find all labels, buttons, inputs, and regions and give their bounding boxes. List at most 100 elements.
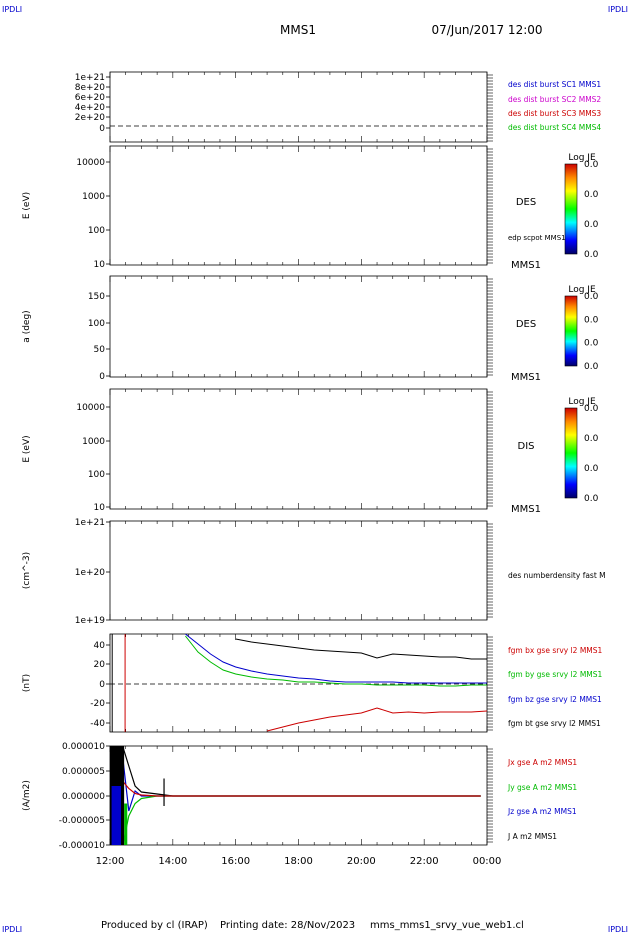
y-tick-label: 4e+20 (75, 103, 106, 113)
y-tick-label: -0.000005 (59, 816, 105, 826)
legend-entry: des numberdensity fast M (508, 571, 606, 580)
corner-label-bottom-right: IPDLI (608, 925, 628, 934)
series-line-red (266, 707, 487, 732)
y-tick-label: 0.000000 (62, 792, 105, 802)
panel-frame (109, 145, 488, 266)
colorbar-tick-label: 0.0 (584, 464, 599, 474)
colorbar-tick-label: 0.0 (584, 160, 599, 170)
colorbar-tick-label: 0.0 (584, 315, 599, 325)
colorbar-tick-label: 0.0 (584, 339, 599, 349)
y-tick-label: 6e+20 (75, 93, 106, 103)
panel-p6: 40 20 0 -20 -40 (nT) fgm bx gse srvy l2 MMS1 fg… (22, 633, 603, 733)
y-axis-label: a (deg) (22, 310, 32, 342)
spacecraft-label: MMS1 (511, 260, 541, 271)
y-tick-label: 2e+20 (75, 113, 106, 123)
y-axis-label: E (eV) (22, 435, 32, 462)
panel-p2: 10000 1000 100 10 E (eV) DES edp scpot MMS1 MMS… (22, 145, 599, 271)
legend-entry: des dist burst SC3 MMS3 (508, 109, 601, 118)
y-tick-label: 100 (88, 319, 105, 329)
legend-entry: fgm bz gse srvy l2 MMS1 (508, 695, 602, 704)
series-line-red (110, 775, 481, 807)
y-tick-label: 40 (94, 641, 106, 651)
colorbar (564, 407, 578, 499)
colorbar-tick-label: 0.0 (584, 292, 599, 302)
colorbar-tick-label: 0.0 (584, 494, 599, 504)
y-tick-label: 100 (88, 470, 105, 480)
burst-region-z (111, 786, 121, 845)
footer-credit: Produced by cl (IRAP) (101, 920, 208, 931)
footer-printing-date: Printing date: 28/Nov/2023 (220, 920, 355, 931)
y-tick-label: 0.000010 (62, 742, 105, 752)
current-density-lines (110, 746, 481, 845)
time-tick-label: 14:00 (158, 856, 187, 867)
y-tick-label: 0 (99, 680, 105, 690)
y-tick-label: -0.000010 (59, 841, 105, 851)
y-tick-label: 0 (99, 124, 105, 134)
panel-p7: 0.000010 0.000005 0.000000 -0.000005 -0.0000… (22, 742, 577, 851)
panel-frame (109, 71, 488, 143)
colorbar-tick-label: 0.0 (584, 404, 599, 414)
panel-frame (109, 388, 488, 510)
y-tick-label: 100 (88, 226, 105, 236)
legend-entry: des dist burst SC2 MMS2 (508, 95, 601, 104)
y-tick-label: 10000 (76, 403, 105, 413)
y-tick-label: 150 (88, 292, 105, 302)
magnetic-field-lines (111, 634, 487, 732)
series-line-black (110, 746, 481, 797)
y-tick-label: 20 (94, 660, 106, 670)
colorbar-tick-label: 0.0 (584, 250, 599, 260)
time-tick-label: 18:00 (284, 856, 313, 867)
legend-entry: fgm bx gse srvy l2 MMS1 (508, 646, 603, 655)
colorbar-tick-label: 0.0 (584, 362, 599, 372)
legend-entry: Jz gse A m2 MMS1 (507, 807, 577, 816)
y-tick-label: 1e+19 (75, 616, 106, 626)
y-axis-label: (cm^-3) (22, 552, 32, 589)
y-tick-label: -40 (90, 719, 105, 729)
time-tick-label: 00:00 (473, 856, 502, 867)
y-tick-label: 0 (99, 372, 105, 382)
y-tick-label: 1e+21 (75, 73, 105, 83)
series-line-black (235, 638, 487, 660)
colorbar-title: Log JE (568, 397, 596, 407)
spacecraft-label: MMS1 (511, 504, 541, 515)
plot-datetime: 07/Jun/2017 12:00 (431, 23, 542, 37)
legend-entry: Jy gse A m2 MMS1 (507, 783, 577, 792)
footer-script-name: mms_mms1_srvy_vue_web1.cl (370, 920, 524, 931)
burst-region-y (124, 803, 128, 845)
corner-label-bottom-left: IPDLI (2, 925, 22, 934)
y-tick-label: 0.000005 (62, 767, 105, 777)
legend-entry: fgm by gse srvy l2 MMS1 (508, 670, 603, 679)
series-line-green (110, 795, 481, 845)
colorbar-tick-label: 0.0 (584, 190, 599, 200)
y-tick-label: 1e+21 (75, 518, 105, 528)
instrument-label: DES (516, 197, 536, 208)
spacecraft-label: MMS1 (511, 372, 541, 383)
time-tick-label: 16:00 (221, 856, 250, 867)
instrument-label: DIS (518, 441, 535, 452)
y-tick-label: 10 (94, 503, 106, 513)
legend-entry: fgm bt gse srvy l2 MMS1 (508, 719, 601, 728)
y-tick-label: 10 (94, 260, 106, 270)
corner-label-top-left: IPDLI (2, 5, 22, 14)
y-tick-label: 1000 (82, 192, 105, 202)
y-axis-label: (nT) (22, 674, 32, 692)
y-tick-label: 50 (94, 345, 106, 355)
panel-note: edp scpot MMS1 (508, 234, 566, 242)
time-tick-label: 20:00 (347, 856, 376, 867)
y-axis-label: E (eV) (22, 192, 32, 219)
colorbar-title: Log JE (568, 153, 596, 163)
colorbar-tick-label: 0.0 (584, 220, 599, 230)
legend-entry: J A m2 MMS1 (507, 832, 557, 841)
y-tick-label: 1000 (82, 437, 105, 447)
legend-entry: des dist burst SC4 MMS4 (508, 123, 601, 132)
time-tick-label: 22:00 (410, 856, 439, 867)
colorbar-title: Log JE (568, 285, 596, 295)
series-line-green (185, 635, 487, 687)
y-tick-label: 1e+20 (75, 568, 106, 578)
panel-p5: 1e+21 1e+20 1e+19 (cm^-3) des numberdensity … (22, 518, 606, 626)
y-tick-label: -20 (90, 699, 105, 709)
